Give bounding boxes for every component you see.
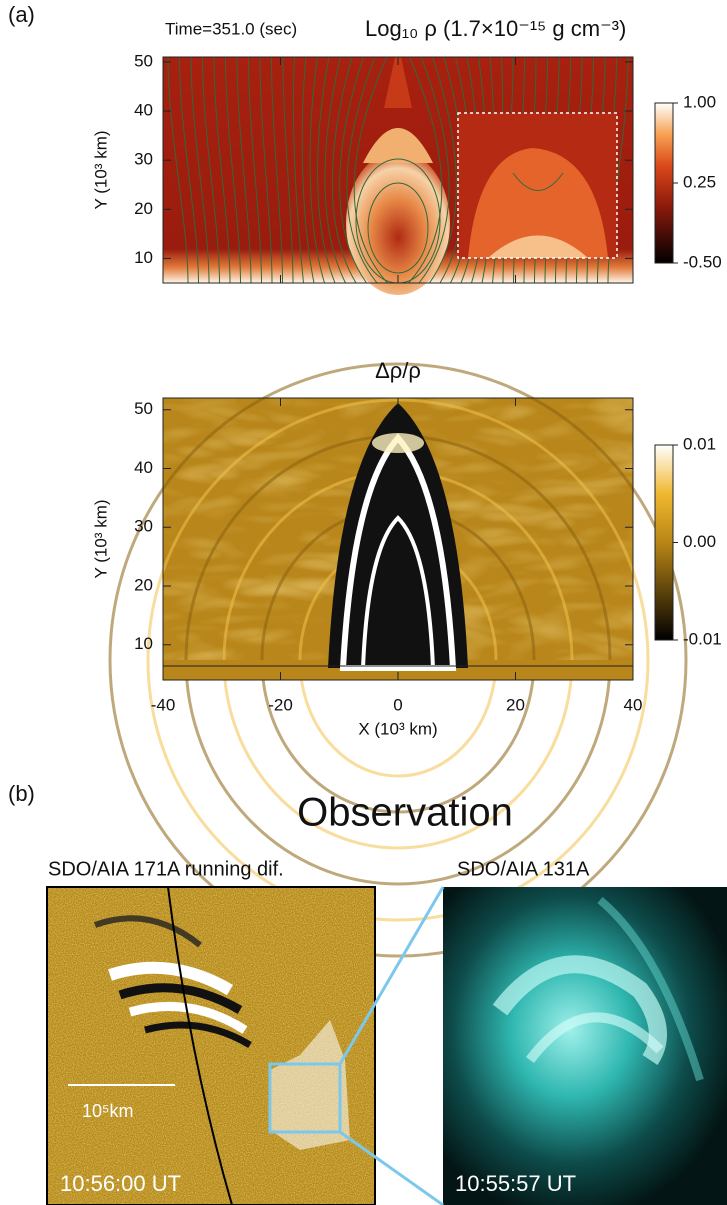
loop <box>526 1012 664 1064</box>
field-line <box>607 56 629 284</box>
front <box>108 961 234 996</box>
field-line <box>309 56 325 284</box>
heading: Observation <box>297 791 513 835</box>
field-line <box>317 56 336 284</box>
colorbar-tick-label: -0.01 <box>683 629 722 648</box>
x-tick-label: 0 <box>393 695 402 714</box>
current-sheet <box>384 57 412 108</box>
y-tick-label: 20 <box>134 199 153 218</box>
field-line <box>324 56 346 284</box>
field-line <box>292 56 304 284</box>
x-tick-label: 20 <box>506 695 525 714</box>
y-tick-label: 50 <box>134 51 153 70</box>
image-131 <box>443 887 727 1205</box>
inset-frame <box>457 112 618 259</box>
field-line <box>248 56 262 284</box>
front <box>93 915 202 948</box>
y-axis-label: Y (10³ km) <box>91 499 110 578</box>
field-line <box>367 182 429 274</box>
field-line <box>202 56 220 284</box>
image-background <box>443 887 727 1205</box>
plasmoid <box>346 151 450 295</box>
field-line <box>429 56 457 284</box>
field-line <box>408 56 443 284</box>
image-171 <box>47 887 375 1205</box>
colorbar-tick-label: -0.50 <box>683 252 722 271</box>
wave-ring <box>108 362 688 958</box>
colorbar-tick-label: 0.25 <box>683 172 716 191</box>
subtitle: Time=351.0 (sec) <box>165 19 297 38</box>
loop <box>597 896 704 1082</box>
loop <box>492 955 667 1065</box>
field-line <box>301 56 315 284</box>
inset-structure <box>468 148 608 258</box>
title: Log₁₀ ρ (1.7×10⁻¹⁵ g cm⁻³) <box>365 16 626 41</box>
field-line <box>236 56 252 284</box>
field-line <box>190 56 210 284</box>
field-line <box>213 56 231 284</box>
scale-label: 10⁵km <box>82 1101 133 1121</box>
field-line <box>167 56 189 284</box>
title: Δρ/ρ <box>375 358 421 383</box>
wave-fronts <box>93 915 252 1049</box>
plasmoid-top <box>363 128 433 163</box>
x-axis-label: X (10³ km) <box>358 719 437 738</box>
front <box>128 1001 248 1034</box>
x-tick-label: -20 <box>268 695 293 714</box>
field-line <box>225 56 241 284</box>
field-line <box>271 56 283 284</box>
front <box>361 515 435 669</box>
field-line <box>259 56 273 284</box>
field-line <box>179 56 199 284</box>
y-tick-label: 10 <box>134 248 153 267</box>
panel-label: (b) <box>8 781 35 806</box>
field-line <box>353 56 388 284</box>
front <box>118 983 243 1014</box>
colorbar-tick-label: 1.00 <box>683 92 716 111</box>
zoom-line <box>338 886 445 1065</box>
image-frame <box>46 886 376 1205</box>
y-tick-label: 50 <box>134 399 153 418</box>
field-line <box>346 56 378 284</box>
panel-density: Time=351.0 (sec) Log₁₀ ρ (1.7×10⁻¹⁵ g cm⁻… <box>91 16 722 295</box>
timestamp: 10:56:00 UT <box>60 1171 181 1196</box>
front <box>144 1021 252 1049</box>
panel-density-difference: Δρ/ρ Y (10³ km) X (10³ km) 10 20 30 40 50 -40 -20… <box>91 358 722 958</box>
y-tick-label: 40 <box>134 101 153 120</box>
y-tick-label: 40 <box>134 458 153 477</box>
y-tick-label: 20 <box>134 575 153 594</box>
panel-label: (a) <box>8 2 35 27</box>
field-line <box>282 56 294 284</box>
bright-spot <box>372 433 424 453</box>
colorbar <box>654 102 674 264</box>
image-title: SDO/AIA 171A running dif. <box>48 858 284 880</box>
bright-region <box>270 1020 350 1150</box>
y-tick-label: 30 <box>134 150 153 169</box>
timestamp: 10:55:57 UT <box>455 1171 576 1196</box>
colorbar-tick-label: 0.00 <box>683 532 716 551</box>
zoom-line <box>339 1130 444 1205</box>
zoom-box <box>268 1062 342 1134</box>
field-line <box>512 172 564 191</box>
colorbar <box>654 444 674 641</box>
inset-structure <box>488 235 588 258</box>
y-tick-label: 30 <box>134 517 153 536</box>
x-tick-label: 40 <box>624 695 643 714</box>
y-axis-label: Y (10³ km) <box>91 130 110 209</box>
field-line <box>339 56 367 284</box>
front <box>328 403 468 668</box>
y-tick-label: 10 <box>134 634 153 653</box>
field-line <box>331 56 357 284</box>
x-tick-label: -40 <box>151 695 176 714</box>
limb <box>167 887 233 1205</box>
image-title: SDO/AIA 131A <box>457 858 590 880</box>
colorbar-tick-label: 0.01 <box>683 434 716 453</box>
field-line <box>418 56 450 284</box>
